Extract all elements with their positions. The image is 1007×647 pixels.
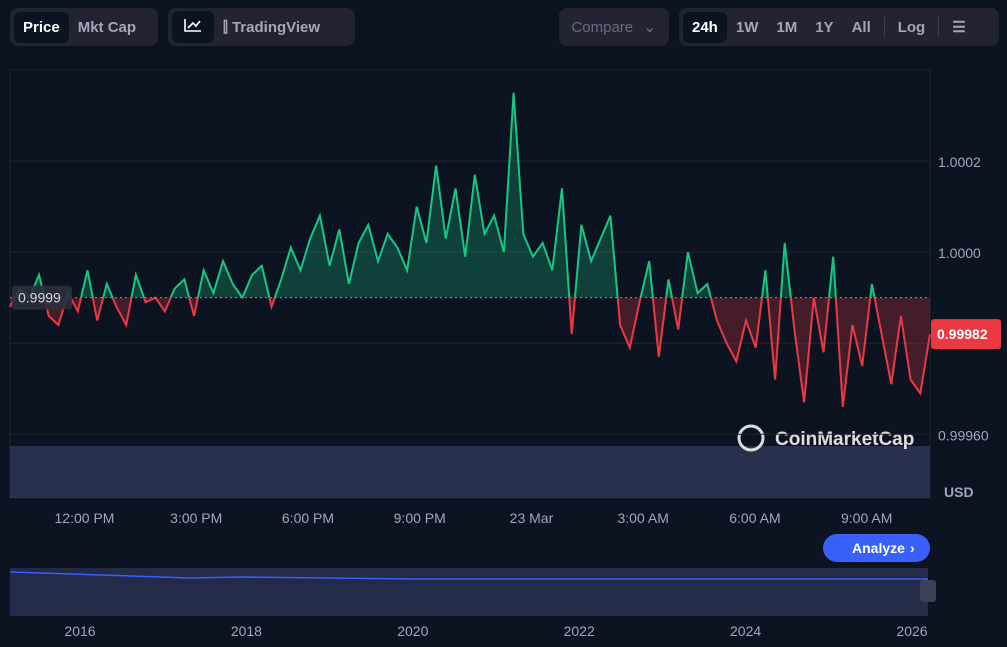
volume-area [10,446,930,498]
x-tick-label: 3:00 PM [170,510,222,526]
y-tick-label: 0.9998 [938,336,981,352]
tradingview-button[interactable]: ⫿ TradingView [223,18,321,36]
view-button[interactable]: Price [14,11,69,43]
navigator-year: 2022 [564,623,595,639]
line-icon[interactable] [172,11,214,43]
x-tick-label: 6:00 PM [282,510,334,526]
separator[interactable] [883,17,885,37]
tradingview-label: TradingView [231,18,321,36]
settings-button[interactable]: ☰ [952,19,966,36]
watermark: CoinMarketCap [737,424,914,452]
axis-unit: USD [944,484,974,500]
y-tick-label: 1.0000 [938,245,981,261]
navigator-year: 2024 [730,623,761,639]
navigator-handle[interactable] [920,580,936,602]
navigator-year: 2020 [397,623,428,639]
range-button[interactable]: 24h [683,11,727,43]
x-tick-label: 3:00 AM [618,510,669,526]
navigator-year: 2018 [231,623,262,639]
chart-type-group: ⫿ TradingView [168,8,355,46]
area-fill [10,92,930,407]
y-tick-label: 0.99960 [938,427,989,443]
navigator-year: 2016 [64,623,95,639]
analyze-label: Analyze [852,540,905,556]
compare-button[interactable]: Compare ⌄ [559,8,669,46]
chevron: › [910,540,915,556]
baseline-tag [12,285,72,310]
compare-label: Compare [571,18,634,36]
log-button[interactable]: Log [897,18,926,36]
icon [184,19,201,32]
price-line [9,92,931,408]
navigator-year: 2026 [896,623,927,639]
baseline-label: 0.9999 [18,290,61,306]
x-tick-label: 9:00 PM [394,510,446,526]
y-tick-label: 1.0002 [938,154,981,170]
analyze-button[interactable] [823,534,930,562]
range-button[interactable]: 1W [735,18,759,36]
range-button[interactable]: All [851,18,871,36]
view-button[interactable]: Mkt Cap [77,18,137,36]
navigator [10,568,928,616]
x-tick-label: 12:00 PM [55,510,115,526]
separator[interactable] [938,17,940,37]
navigator-line [9,571,928,580]
x-tick-label: 9:00 AM [841,510,892,526]
x-tick-label: 23 Mar [510,510,554,526]
watermark-text: CoinMarketCap [775,429,914,450]
range-group: 24h 1W 1M 1Y All Log ☰ [679,8,999,46]
view-group: Price Mkt Cap [10,8,158,46]
current-price-tag [931,319,1001,350]
chevron: ⌄ [643,19,657,36]
range-button[interactable]: 1Y [815,18,834,36]
x-tick-label: 6:00 AM [729,510,780,526]
range-button[interactable]: 1M [776,18,798,36]
plot-frame [9,69,931,499]
current-price-label: 0.99982 [937,326,988,342]
